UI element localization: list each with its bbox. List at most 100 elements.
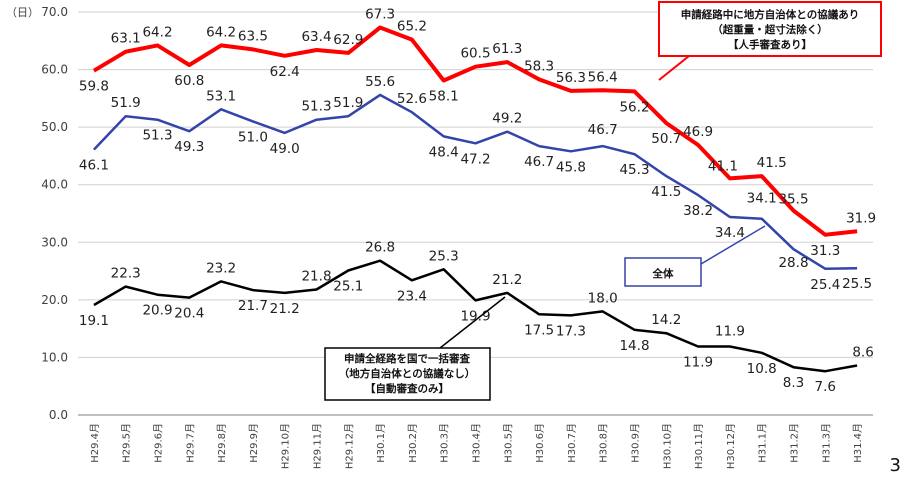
data-label: 41.5 <box>651 184 681 200</box>
x-tick-label: H31.2月 <box>789 423 801 463</box>
data-label: 47.2 <box>460 151 490 167</box>
data-label: 20.4 <box>174 306 204 322</box>
x-tick-label: H29.10月 <box>280 423 292 469</box>
data-labels: 59.863.1 64.260.864.2 63.562.463.4 62.967.3… <box>79 7 876 396</box>
data-label: 58.3 <box>524 58 554 74</box>
data-label: 21.7 <box>238 298 268 314</box>
x-tick-label: H29.12月 <box>343 423 355 469</box>
data-label: 25.3 <box>429 248 459 264</box>
y-tick-label: 40.0 <box>41 178 68 192</box>
data-label: 46.7 <box>524 154 554 170</box>
y-axis: 0.0 10.0 20.0 30.0 40.0 50.0 60.0 70.0（日） <box>6 5 68 422</box>
x-tick-label: H31.1月 <box>757 423 769 463</box>
annotation-text-auto: （地方自治体との協議なし） <box>339 367 475 380</box>
data-label: 48.4 <box>429 144 459 160</box>
data-label: 11.9 <box>683 355 713 371</box>
annotation-text-total: 全体 <box>652 267 674 280</box>
x-tick-label: H30.8月 <box>598 423 610 463</box>
data-label: 11.9 <box>715 324 745 340</box>
x-tick-label: H29.9月 <box>248 423 260 463</box>
data-label: 18.0 <box>588 290 618 306</box>
data-label: 53.1 <box>206 88 236 104</box>
data-label: 23.4 <box>397 288 427 304</box>
x-tick-label: H30.10月 <box>661 423 673 469</box>
x-tick-label: H30.12月 <box>725 423 737 469</box>
y-tick-label: 60.0 <box>41 63 68 77</box>
data-label: 34.1 <box>747 191 777 207</box>
data-label: 41.1 <box>708 158 738 174</box>
annotation-leader-auto <box>439 296 506 349</box>
data-label: 14.2 <box>651 312 681 328</box>
data-label: 56.2 <box>619 99 649 115</box>
data-label: 20.9 <box>142 303 172 319</box>
data-label: 19.9 <box>460 308 490 324</box>
x-tick-label: H30.1月 <box>375 423 387 463</box>
annotation-box-total <box>624 257 702 287</box>
data-label: 63.4 <box>301 29 331 45</box>
data-label: 17.3 <box>556 323 586 339</box>
x-tick-label: H29.11月 <box>312 423 324 469</box>
data-label: 64.2 <box>206 24 236 40</box>
data-label: 63.5 <box>238 28 268 44</box>
data-label: 17.5 <box>524 322 554 338</box>
annotation-text-auto: 申請全経路を国で一括審査 <box>344 352 470 365</box>
data-label: 45.3 <box>619 162 649 178</box>
x-axis: H29.4月 H29.5月 H29.6月 H29.7月 H29.8月 H29.9月 H29.… <box>78 414 873 469</box>
y-tick-label: 10.0 <box>41 350 68 364</box>
data-label: 14.8 <box>619 338 649 354</box>
data-label: 51.3 <box>301 99 331 115</box>
x-tick-label: H30.5月 <box>502 423 514 463</box>
data-label: 22.3 <box>111 266 141 282</box>
y-tick-label: 20.0 <box>41 293 68 307</box>
data-label: 19.1 <box>79 313 109 329</box>
data-label: 51.3 <box>142 128 172 144</box>
data-label: 46.7 <box>588 122 618 138</box>
x-tick-label: H31.4月 <box>852 423 864 463</box>
annotation-leader-manual <box>658 55 690 81</box>
data-label: 56.4 <box>588 69 618 85</box>
data-label: 64.2 <box>142 24 172 40</box>
data-label: 59.8 <box>79 79 109 95</box>
data-label: 35.5 <box>778 192 808 208</box>
series-lines <box>92 25 858 373</box>
data-label: 46.1 <box>79 158 109 174</box>
page-number: 3 <box>889 455 901 476</box>
data-label: 8.3 <box>783 375 804 391</box>
data-label: 46.9 <box>683 124 713 140</box>
data-label: 25.5 <box>842 276 872 292</box>
series-line-auto <box>93 259 858 373</box>
y-tick-label: 0.0 <box>49 408 68 422</box>
y-axis-unit: （日） <box>6 6 39 19</box>
data-label: 63.1 <box>111 31 141 47</box>
data-label: 55.6 <box>365 74 395 90</box>
data-label: 21.8 <box>301 269 331 285</box>
data-label: 50.7 <box>651 131 681 147</box>
data-label: 10.8 <box>747 361 777 377</box>
data-label: 38.2 <box>683 203 713 219</box>
data-label: 25.4 <box>810 277 840 293</box>
x-tick-label: H29.6月 <box>153 423 165 463</box>
data-label: 65.2 <box>397 19 427 35</box>
data-label: 21.2 <box>492 272 522 288</box>
data-label: 60.5 <box>460 46 490 62</box>
x-tick-label: H29.4月 <box>89 423 101 463</box>
x-tick-label: H30.6月 <box>534 423 546 463</box>
data-label: 62.9 <box>333 32 363 48</box>
data-label: 26.8 <box>365 240 395 256</box>
y-tick-label: 70.0 <box>41 5 68 19</box>
annotation-box-auto <box>324 347 491 401</box>
y-tick-label: 50.0 <box>41 120 68 134</box>
data-label: 49.2 <box>492 111 522 127</box>
annotation-text-manual: 申請経路中に地方自治体との協議あり <box>681 8 859 21</box>
data-label: 31.3 <box>810 243 840 259</box>
data-label: 67.3 <box>365 7 395 23</box>
data-label: 51.9 <box>333 95 363 111</box>
annotation-text-manual: 【人手審査あり】 <box>728 38 812 51</box>
x-tick-label: H29.7月 <box>184 423 196 463</box>
data-label: 58.1 <box>429 89 459 105</box>
data-label: 23.2 <box>206 260 236 276</box>
data-label: 7.6 <box>815 379 836 395</box>
x-tick-label: H30.7月 <box>566 423 578 463</box>
x-tick-label: H30.11月 <box>693 423 705 469</box>
